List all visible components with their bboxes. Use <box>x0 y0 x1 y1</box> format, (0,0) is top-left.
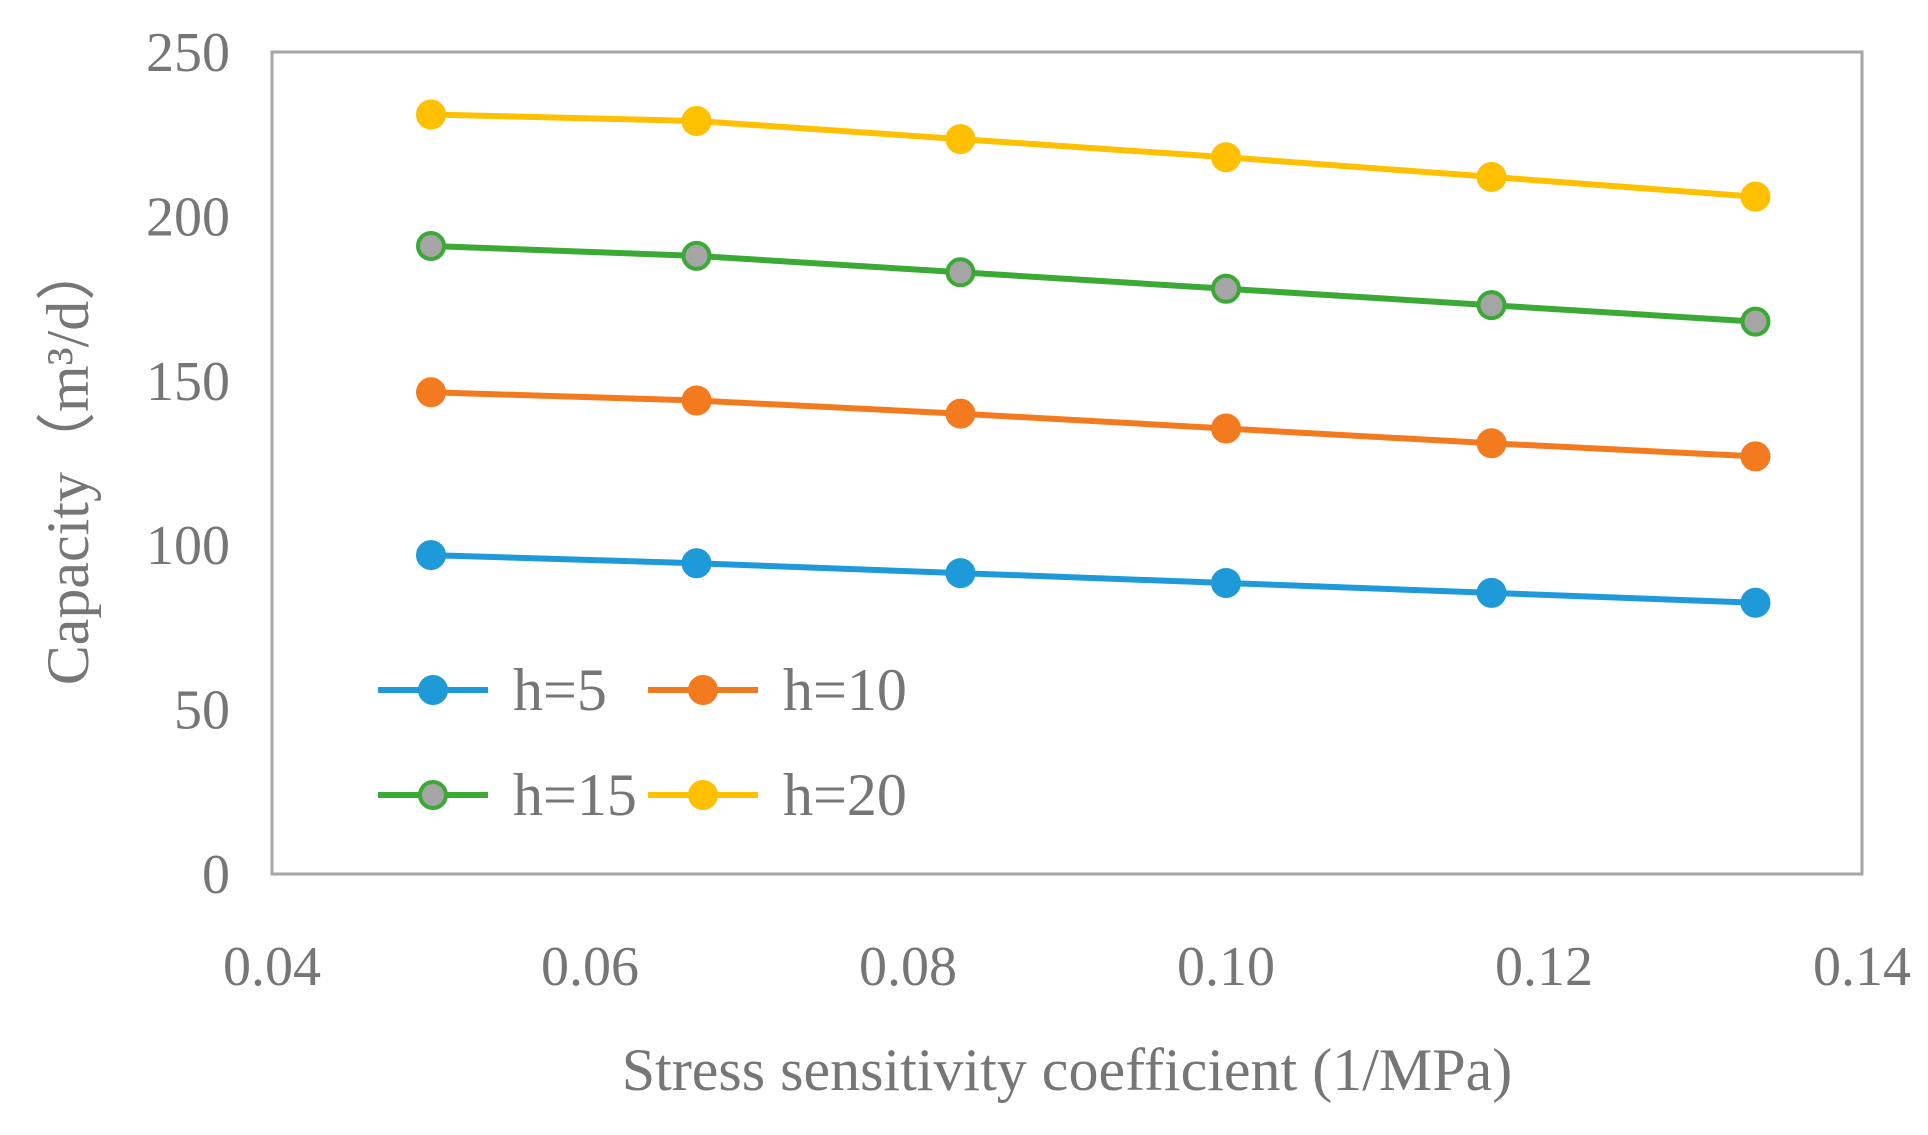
data-point <box>681 106 712 137</box>
data-point <box>681 548 712 579</box>
legend-label: h=20 <box>783 762 907 828</box>
legend-label: h=15 <box>513 762 637 828</box>
legend-marker <box>418 780 448 810</box>
data-point <box>1740 306 1771 337</box>
series-layer <box>416 99 1771 618</box>
data-point <box>1740 181 1771 212</box>
y-tick-label: 100 <box>146 515 230 577</box>
data-point <box>416 377 446 408</box>
data-point <box>681 385 712 416</box>
y-tick-label: 50 <box>174 680 230 742</box>
x-tick-label: 0.10 <box>1177 936 1275 998</box>
y-axis-title: Capacity（m³/d） <box>35 241 101 686</box>
x-tick-label: 0.14 <box>1813 936 1911 998</box>
legend-marker <box>688 675 718 705</box>
series-h=15 <box>416 230 1771 337</box>
legend-marker <box>418 675 448 705</box>
x-tick-labels: 0.04 0.06 0.08 0.10 0.12 0.14 <box>223 936 1911 998</box>
legend-marker <box>688 780 718 810</box>
legend-item: h=10 <box>648 657 907 723</box>
data-point <box>1476 161 1507 192</box>
x-axis-title: Stress sensitivity coefficient (1/MPa) <box>622 1037 1512 1103</box>
data-point <box>416 99 446 130</box>
data-point <box>1211 142 1241 173</box>
series-h=5 <box>416 540 1771 618</box>
y-tick-label: 0 <box>202 844 230 906</box>
series-h=20 <box>416 99 1771 212</box>
series-line <box>428 111 1759 200</box>
data-point <box>945 257 976 288</box>
data-point <box>945 398 976 429</box>
legend-item: h=20 <box>648 762 907 828</box>
data-point <box>1211 273 1241 304</box>
data-point <box>1211 413 1241 444</box>
data-point <box>945 124 976 155</box>
data-point <box>1740 587 1771 618</box>
plot-area <box>270 50 1864 876</box>
data-point <box>416 230 446 261</box>
x-tick-label: 0.12 <box>1495 936 1593 998</box>
data-point <box>416 540 446 571</box>
x-tick-label: 0.08 <box>859 936 957 998</box>
legend-label: h=10 <box>783 657 907 723</box>
data-point <box>1476 290 1507 321</box>
data-point <box>1740 441 1771 472</box>
y-tick-label: 250 <box>146 22 230 84</box>
data-point <box>1476 577 1507 608</box>
y-tick-label: 200 <box>146 186 230 248</box>
series-h=10 <box>416 377 1771 472</box>
legend-item: h=5 <box>378 657 607 723</box>
x-tick-label: 0.06 <box>541 936 639 998</box>
legend-label: h=5 <box>513 657 607 723</box>
data-point <box>1211 568 1241 599</box>
data-point <box>1476 428 1507 459</box>
series-line <box>428 552 1759 606</box>
series-line <box>428 389 1759 460</box>
y-tick-label: 150 <box>146 351 230 413</box>
series-line <box>428 243 1759 325</box>
y-tick-labels: 0 50 100 150 200 250 <box>146 22 230 906</box>
legend: h=5 h=10 h=15 h=20 <box>378 657 907 828</box>
data-point <box>945 558 976 589</box>
legend-item: h=15 <box>378 762 637 828</box>
x-tick-label: 0.04 <box>223 936 321 998</box>
data-point <box>681 240 712 271</box>
